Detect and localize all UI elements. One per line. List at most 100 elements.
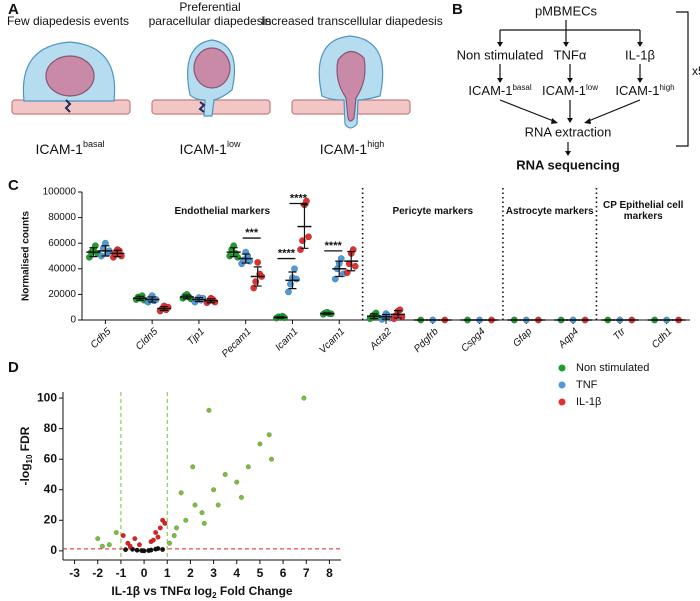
- significance-label: ****: [278, 247, 296, 259]
- node-label: ICAM-1low: [542, 83, 598, 98]
- error-bar: [241, 253, 250, 264]
- legend-label: TNF: [576, 379, 598, 391]
- significance-label: ****: [290, 192, 308, 204]
- data-point: [305, 233, 312, 241]
- x-tick-label: 0: [141, 566, 148, 580]
- x-tick-label: Pdgfrb: [412, 326, 441, 355]
- y-tick-label: 40000: [48, 263, 76, 274]
- volcano-point: [139, 548, 145, 554]
- caption: Few diapedesis events: [7, 14, 129, 28]
- volcano-point: [136, 542, 142, 548]
- data-point: [291, 265, 298, 273]
- y-tick-label: 20000: [48, 289, 76, 300]
- x-axis-label-part: IL-1β vs TNFα log: [111, 584, 212, 598]
- x-tick-label: -2: [92, 566, 103, 580]
- x-tick-label: 4: [233, 566, 240, 580]
- y-tick-label: 60000: [48, 238, 76, 249]
- volcano-point: [234, 479, 240, 485]
- data-point: [351, 262, 359, 270]
- x-tick-label: Gfap: [511, 326, 534, 349]
- volcano-point: [174, 525, 180, 531]
- volcano-point: [201, 520, 207, 526]
- volcano-point: [153, 546, 159, 552]
- y-axis-label-part: FDR: [18, 426, 32, 454]
- significance-label: ****: [325, 240, 343, 252]
- error-bar: [288, 271, 297, 290]
- y-tick-label: 40: [44, 482, 58, 496]
- x-tick-label: 7: [303, 566, 310, 580]
- y-axis-label: Normalised counts: [21, 211, 32, 301]
- y-tick-label: 0: [70, 315, 76, 326]
- y-tick-label: 80000: [48, 212, 76, 223]
- volcano-point: [99, 543, 105, 549]
- error-bar: [394, 310, 402, 319]
- panel-letter: B: [452, 1, 463, 18]
- node-label: ICAM-1basal: [468, 83, 531, 98]
- node-label: RNA sequencing: [516, 157, 620, 172]
- y-tick-label: 100: [37, 390, 57, 404]
- legend-marker: [558, 381, 566, 389]
- node-label: pMBMECs: [535, 3, 598, 18]
- error-bar: [347, 250, 356, 272]
- volcano-point: [192, 502, 198, 508]
- volcano-point: [123, 547, 129, 553]
- legend-marker: [558, 398, 566, 406]
- x-tick-label: 2: [187, 566, 194, 580]
- volcano-point: [183, 517, 189, 523]
- x-tick-label: Cldn5: [134, 326, 161, 353]
- volcano-point: [127, 543, 133, 549]
- legend-label: IL-1β: [576, 396, 601, 408]
- error-bar: [136, 295, 145, 301]
- volcano-point: [238, 494, 244, 500]
- y-axis-label-part: 10: [25, 454, 34, 463]
- x-tick-label: Acta2: [367, 326, 394, 353]
- node-label: Non stimulated: [457, 47, 544, 62]
- x-tick-label: 3: [210, 566, 217, 580]
- volcano-point: [269, 456, 275, 462]
- error-bar: [300, 204, 309, 249]
- x-tick-label: Ttr: [611, 326, 628, 343]
- volcano-point: [245, 464, 251, 470]
- y-tick-label: 100000: [43, 187, 77, 198]
- x-tick-label: 8: [326, 566, 333, 580]
- volcano-point: [106, 542, 112, 548]
- x-axis-label: IL-1β vs TNFα log2 Fold Change: [111, 584, 292, 600]
- x-tick-label: Pecam1: [220, 326, 254, 360]
- volcano-point: [211, 487, 217, 493]
- x-tick-label: 6: [280, 566, 287, 580]
- panel-letter: C: [8, 177, 19, 194]
- error-bar: [335, 260, 344, 278]
- node-label: RNA extraction: [525, 124, 612, 139]
- data-point: [285, 288, 292, 296]
- x-tick-label: Cdh1: [650, 326, 675, 351]
- volcano-point: [132, 536, 138, 542]
- x-tick-label: 1: [164, 566, 171, 580]
- error-bar: [148, 296, 157, 303]
- group-label: Endothelial markers: [174, 206, 271, 217]
- volcano-point: [120, 533, 126, 539]
- error-bar: [101, 245, 110, 257]
- y-axis-label: -log10 FDR: [18, 426, 34, 485]
- data-point: [331, 275, 339, 283]
- x-tick-label: Tjp1: [185, 326, 207, 348]
- x-tick-label: -3: [69, 566, 80, 580]
- x-tick-label: Cspg4: [459, 326, 488, 355]
- x-tick-label: Cdh5: [89, 326, 114, 351]
- volcano-point: [178, 490, 184, 496]
- significance-label: ***: [245, 227, 259, 239]
- data-point: [254, 258, 262, 266]
- cell-illustration: [11, 35, 411, 129]
- volcano-point: [153, 530, 159, 536]
- volcano-point: [146, 548, 152, 554]
- error-bar: [382, 313, 390, 320]
- data-point: [297, 246, 304, 254]
- group-label: Pericyte markers: [392, 206, 474, 217]
- error-bar: [194, 297, 203, 303]
- x-tick-label: 5: [257, 566, 264, 580]
- volcano-point: [162, 520, 168, 526]
- volcano-point: [113, 530, 119, 536]
- volcano-point: [155, 534, 161, 540]
- group-label: Astrocyte markers: [505, 206, 594, 217]
- error-bar: [182, 294, 191, 300]
